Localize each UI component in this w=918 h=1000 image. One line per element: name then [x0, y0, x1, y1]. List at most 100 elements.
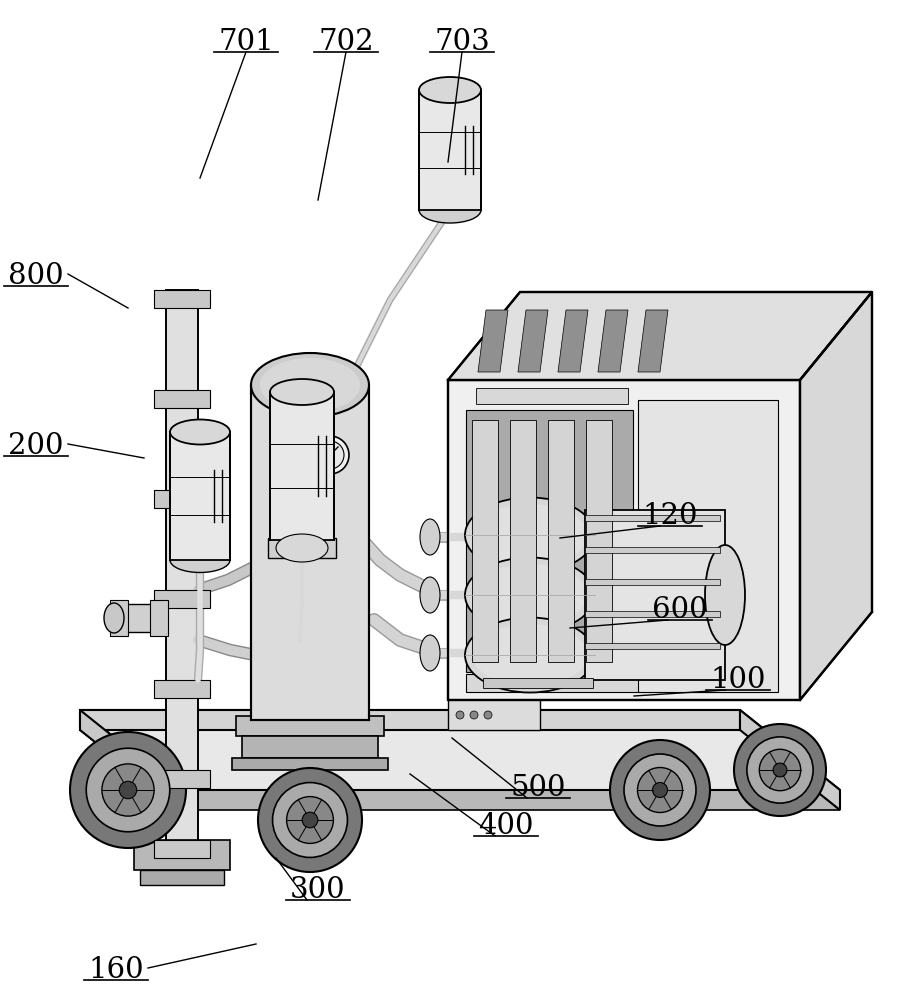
Polygon shape — [154, 290, 210, 308]
Polygon shape — [448, 292, 872, 380]
Polygon shape — [638, 400, 778, 692]
Polygon shape — [80, 710, 740, 730]
Polygon shape — [268, 538, 336, 558]
Polygon shape — [483, 678, 593, 688]
Ellipse shape — [170, 548, 230, 572]
Polygon shape — [110, 600, 128, 636]
Polygon shape — [466, 410, 633, 672]
Polygon shape — [558, 310, 588, 372]
Polygon shape — [466, 674, 760, 692]
Circle shape — [286, 797, 333, 843]
Ellipse shape — [473, 624, 588, 686]
Polygon shape — [585, 515, 720, 521]
Polygon shape — [586, 420, 612, 662]
Polygon shape — [585, 611, 720, 617]
Circle shape — [484, 711, 492, 719]
Ellipse shape — [473, 504, 588, 566]
Polygon shape — [134, 840, 230, 870]
Ellipse shape — [420, 519, 440, 555]
Text: 500: 500 — [510, 774, 565, 802]
Ellipse shape — [170, 420, 230, 444]
Text: 160: 160 — [88, 956, 144, 984]
Polygon shape — [80, 710, 180, 810]
Circle shape — [747, 737, 813, 803]
Ellipse shape — [465, 497, 595, 572]
Circle shape — [119, 781, 137, 799]
Polygon shape — [232, 758, 388, 770]
Circle shape — [456, 711, 464, 719]
Polygon shape — [154, 680, 210, 698]
Polygon shape — [114, 604, 152, 632]
Ellipse shape — [465, 617, 595, 692]
Polygon shape — [598, 310, 628, 372]
Ellipse shape — [276, 534, 328, 562]
Ellipse shape — [419, 77, 481, 103]
Polygon shape — [270, 392, 334, 540]
Circle shape — [302, 812, 318, 828]
Ellipse shape — [465, 558, 595, 633]
Polygon shape — [154, 490, 210, 508]
Circle shape — [470, 711, 478, 719]
Ellipse shape — [311, 436, 349, 474]
Circle shape — [258, 768, 362, 872]
Text: 703: 703 — [434, 28, 490, 56]
Ellipse shape — [260, 358, 360, 412]
Polygon shape — [154, 390, 210, 408]
Polygon shape — [548, 420, 574, 662]
Polygon shape — [518, 310, 548, 372]
Ellipse shape — [419, 197, 481, 223]
Polygon shape — [251, 385, 369, 720]
Text: 701: 701 — [218, 28, 274, 56]
Polygon shape — [448, 700, 540, 730]
Circle shape — [624, 754, 696, 826]
Ellipse shape — [270, 527, 334, 553]
Circle shape — [637, 768, 682, 812]
Polygon shape — [476, 388, 628, 404]
Polygon shape — [419, 90, 481, 210]
Circle shape — [773, 763, 787, 777]
Polygon shape — [740, 710, 840, 810]
Ellipse shape — [104, 603, 124, 633]
Polygon shape — [170, 432, 230, 560]
Text: 400: 400 — [478, 812, 533, 840]
Ellipse shape — [251, 353, 369, 417]
Ellipse shape — [473, 564, 588, 626]
Polygon shape — [242, 736, 378, 758]
Polygon shape — [585, 547, 720, 553]
Text: 800: 800 — [8, 262, 64, 290]
Polygon shape — [166, 290, 198, 860]
Ellipse shape — [251, 698, 369, 742]
Polygon shape — [448, 380, 800, 700]
Circle shape — [610, 740, 710, 840]
Circle shape — [70, 732, 186, 848]
Polygon shape — [236, 716, 384, 736]
Circle shape — [273, 783, 347, 857]
Polygon shape — [510, 420, 536, 662]
Ellipse shape — [420, 577, 440, 613]
Text: 702: 702 — [319, 28, 374, 56]
Text: 600: 600 — [652, 596, 708, 624]
Ellipse shape — [270, 379, 334, 405]
Ellipse shape — [705, 545, 745, 645]
Polygon shape — [585, 643, 720, 649]
Text: 100: 100 — [711, 666, 766, 694]
Polygon shape — [80, 730, 840, 810]
Polygon shape — [800, 292, 872, 700]
Polygon shape — [472, 420, 498, 662]
Circle shape — [734, 724, 826, 816]
Circle shape — [759, 749, 800, 791]
Circle shape — [653, 782, 667, 798]
Polygon shape — [638, 310, 668, 372]
Polygon shape — [154, 840, 210, 858]
Polygon shape — [140, 870, 224, 885]
Polygon shape — [154, 770, 210, 788]
Polygon shape — [585, 579, 720, 585]
Text: 200: 200 — [8, 432, 63, 460]
Text: 300: 300 — [290, 876, 346, 904]
Polygon shape — [150, 600, 168, 636]
Text: 120: 120 — [643, 502, 698, 530]
Polygon shape — [585, 510, 725, 680]
Polygon shape — [154, 590, 210, 608]
Polygon shape — [80, 710, 840, 790]
Circle shape — [86, 748, 170, 832]
